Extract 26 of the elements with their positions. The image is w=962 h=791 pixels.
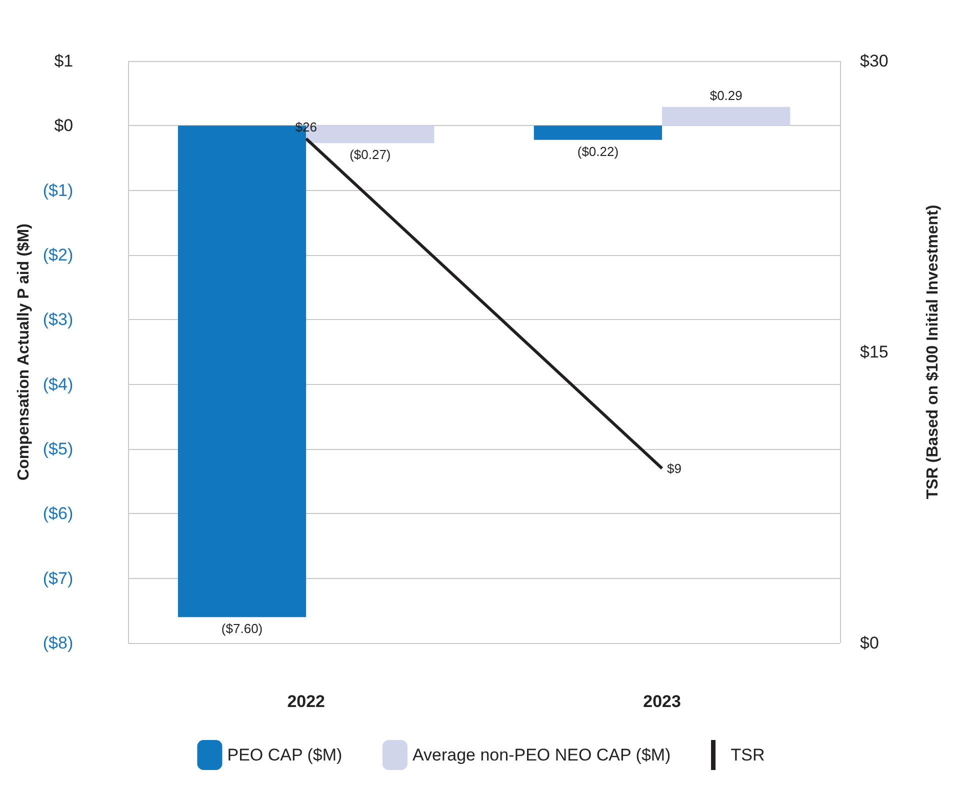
- y-tick-label: ($4): [42, 374, 74, 394]
- y-tick-label: ($2): [42, 246, 74, 264]
- y-tick-label: ($6): [42, 504, 74, 524]
- y2-axis-title: TSR (Based on $100 Initial Investment): [924, 204, 942, 500]
- x-tick-label: 2022: [287, 692, 326, 711]
- legend-label: PEO CAP ($M): [227, 746, 342, 764]
- y-axis-title: Compensation Actually P aid ($M): [16, 224, 32, 480]
- data-label: $26: [295, 120, 317, 135]
- data-label: ($0.27): [350, 147, 391, 162]
- y-tick-label: ($5): [42, 440, 74, 458]
- y-tick-label: ($7): [42, 568, 74, 588]
- legend-label: Average non-PEO NEO CAP ($M): [412, 746, 671, 764]
- x-tick-label: 2023: [643, 692, 681, 711]
- data-label: ($0.22): [577, 144, 619, 159]
- y-tick-label: ($8): [42, 634, 74, 652]
- y-tick-label: $1: [54, 52, 74, 70]
- y2-tick-label: $15: [860, 342, 888, 362]
- data-label: ($7.60): [221, 621, 263, 636]
- y2-tick-label: $30: [860, 52, 888, 70]
- y-tick-label: $0: [54, 116, 74, 136]
- y-tick-label: ($3): [42, 310, 74, 330]
- legend-label: TSR: [730, 746, 765, 764]
- y2-tick-label: $0: [860, 634, 879, 652]
- y-tick-label: ($1): [42, 180, 74, 200]
- data-label: $0.29: [710, 88, 742, 103]
- data-label: $9: [667, 460, 682, 476]
